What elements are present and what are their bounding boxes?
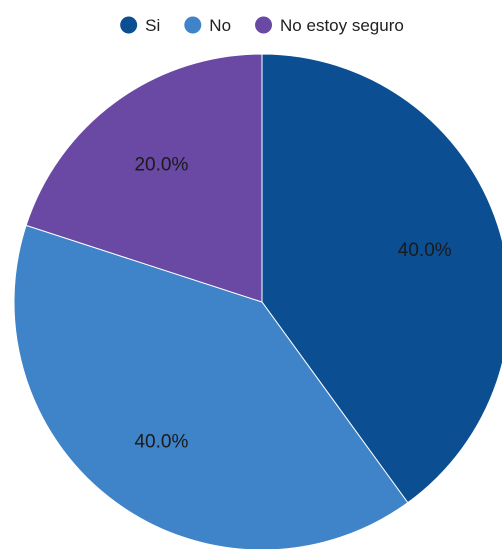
slice-labels: 40.0% 40.0% 20.0% (134, 155, 451, 453)
pie-slice-si[interactable] (261, 53, 502, 504)
legend-label: No estoy seguro (280, 16, 404, 35)
legend-label: Si (145, 16, 160, 35)
slice-label-si: 40.0% (398, 240, 452, 261)
legend-label: No (209, 16, 231, 35)
legend-item-no-estoy-seguro[interactable]: No estoy seguro (255, 16, 404, 35)
legend-item-si[interactable]: Si (120, 16, 160, 35)
pie-slice-no[interactable] (13, 224, 409, 549)
legend-marker-icon (255, 16, 273, 34)
chart-legend: Si No No estoy seguro (120, 16, 404, 35)
legend-marker-icon (120, 16, 138, 34)
legend-item-no[interactable]: No (184, 16, 231, 35)
pie-slice-no-estoy-seguro[interactable] (25, 53, 263, 303)
slice-label-no: 40.0% (134, 431, 188, 452)
legend-marker-icon (184, 16, 202, 34)
slice-label-no-estoy-seguro: 20.0% (134, 155, 188, 176)
pie-slices (13, 53, 502, 549)
